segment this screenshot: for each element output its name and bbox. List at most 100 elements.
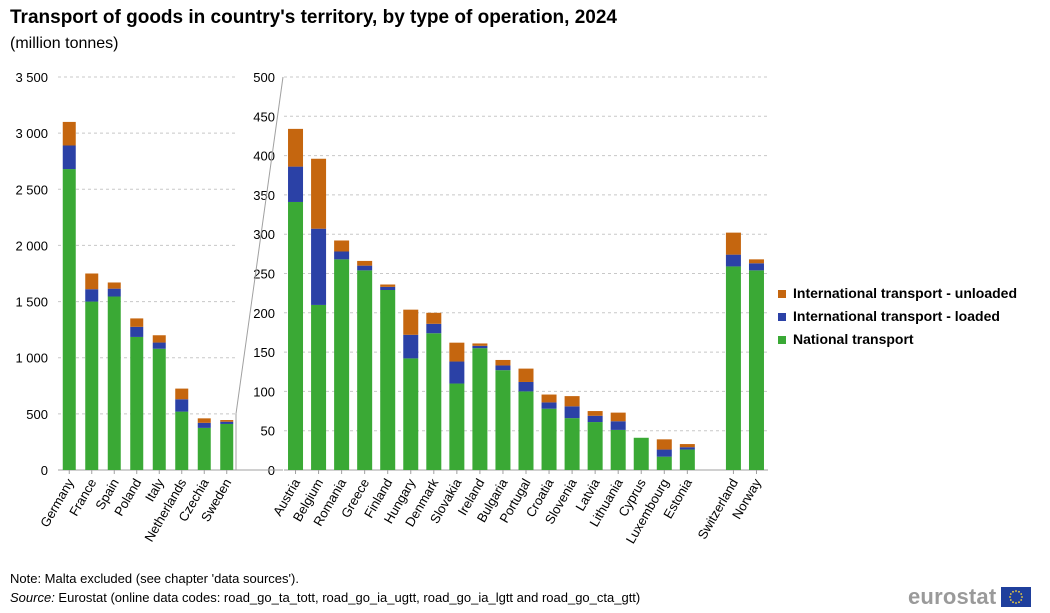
bar-unloaded-czechia [197, 418, 211, 423]
bar-unloaded-switzerland [725, 232, 741, 255]
bar-loaded-bulgaria [495, 365, 511, 371]
bar-loaded-sweden [220, 421, 234, 424]
bar-loaded-latvia [587, 415, 603, 423]
bar-unloaded-finland [380, 284, 396, 287]
bar-unloaded-italy [152, 335, 166, 343]
eu-flag-star [1018, 601, 1021, 604]
y-tick-label-right: 450 [253, 109, 275, 124]
y-tick-label-left: 2 000 [15, 238, 48, 253]
bar-loaded-portugal [518, 381, 534, 392]
eu-flag-icon [1001, 587, 1032, 607]
eu-flag-star [1021, 596, 1024, 598]
legend-item-unloaded: International transport - unloaded [778, 282, 1017, 305]
source-label: Source: [10, 590, 55, 605]
bar-national-finland [380, 290, 396, 470]
bar-national-romania [334, 259, 350, 470]
y-tick-label-right: 300 [253, 227, 275, 242]
logo-text: eurostat [908, 584, 997, 609]
bar-national-netherlands [175, 411, 189, 470]
bar-loaded-spain [107, 288, 121, 297]
bar-unloaded-luxembourg [656, 439, 672, 450]
bar-loaded-slovakia [449, 361, 465, 384]
bar-loaded-romania [334, 251, 350, 260]
legend-swatch-loaded [778, 312, 786, 321]
bar-national-croatia [541, 408, 557, 470]
bar-loaded-italy [152, 342, 166, 349]
zoom-connector-top [235, 76, 284, 414]
bar-loaded-czechia [197, 422, 211, 428]
eu-flag-background [1001, 587, 1032, 607]
bar-national-luxembourg [656, 456, 672, 470]
bar-unloaded-latvia [587, 411, 603, 416]
bar-unloaded-denmark [426, 312, 442, 324]
bar-unloaded-hungary [403, 309, 419, 335]
bar-national-germany [62, 169, 76, 470]
y-tick-label-right: 400 [253, 149, 275, 164]
y-tick-label-right: 150 [253, 345, 275, 360]
bar-loaded-norway [748, 263, 764, 271]
bar-national-slovakia [449, 383, 465, 470]
y-tick-label-right: 200 [253, 306, 275, 321]
legend-label-national: National transport [793, 331, 914, 347]
bar-unloaded-romania [334, 240, 350, 252]
bar-national-sweden [220, 423, 234, 470]
eu-flag-star [1012, 590, 1015, 593]
chart-subtitle: (million tonnes) [10, 35, 119, 52]
bar-unloaded-ireland [472, 343, 488, 346]
legend-label-unloaded: International transport - unloaded [793, 285, 1018, 301]
legend-swatch-unloaded [778, 289, 786, 298]
bar-loaded-hungary [403, 334, 419, 359]
bar-unloaded-greece [357, 260, 373, 266]
bar-unloaded-poland [130, 318, 144, 327]
bar-unloaded-slovenia [564, 396, 580, 407]
bar-national-estonia [679, 449, 695, 470]
chart-note: Note: Malta excluded (see chapter 'data … [10, 571, 299, 586]
eu-flag-star [1010, 599, 1013, 601]
source-text: Eurostat (online data codes: road_go_ta_… [54, 590, 641, 605]
eu-flag-star [1015, 590, 1018, 592]
bar-loaded-greece [357, 265, 373, 271]
y-tick-label-right: 50 [261, 424, 275, 439]
y-tick-label-left: 1 000 [15, 351, 48, 366]
eu-flag-star [1020, 599, 1023, 601]
y-tick-label-left: 3 000 [15, 126, 48, 141]
bar-national-belgium [311, 304, 327, 470]
eu-flag-star [1012, 601, 1015, 604]
bar-unloaded-sweden [220, 420, 234, 422]
bar-national-cyprus [633, 437, 649, 470]
legend-label-loaded: International transport - loaded [793, 308, 1000, 324]
bar-national-slovenia [564, 418, 580, 470]
bar-national-spain [107, 296, 121, 470]
legend-item-loaded: International transport - loaded [778, 305, 1017, 328]
y-tick-label-left: 500 [26, 407, 48, 422]
bar-unloaded-belgium [311, 158, 327, 229]
bar-national-france [85, 301, 99, 470]
y-tick-label-left: 1 500 [15, 295, 48, 310]
bar-unloaded-spain [107, 282, 121, 289]
bar-national-greece [357, 270, 373, 470]
eu-flag-star [1010, 593, 1013, 595]
bar-national-lithuania [610, 429, 626, 470]
legend: International transport - unloaded Inter… [778, 282, 1017, 351]
bar-loaded-germany [62, 145, 76, 170]
eu-flag-star [1009, 596, 1012, 598]
bar-unloaded-portugal [518, 368, 534, 382]
bar-loaded-austria [288, 166, 304, 202]
eu-flag-star [1015, 602, 1018, 604]
y-tick-label-left: 0 [41, 463, 48, 478]
bar-loaded-netherlands [175, 399, 189, 412]
y-tick-label-right: 500 [253, 70, 275, 85]
bar-unloaded-france [85, 273, 99, 290]
bar-national-ireland [472, 348, 488, 470]
bar-national-bulgaria [495, 370, 511, 470]
bar-loaded-denmark [426, 323, 442, 334]
bar-national-austria [288, 201, 304, 470]
bar-loaded-croatia [541, 402, 557, 409]
bar-unloaded-bulgaria [495, 359, 511, 366]
bar-loaded-ireland [472, 345, 488, 349]
y-tick-label-left: 3 500 [15, 70, 48, 85]
chart-source: Source: Eurostat (online data codes: roa… [10, 590, 640, 605]
bar-national-latvia [587, 422, 603, 470]
y-tick-label-left: 2 500 [15, 182, 48, 197]
